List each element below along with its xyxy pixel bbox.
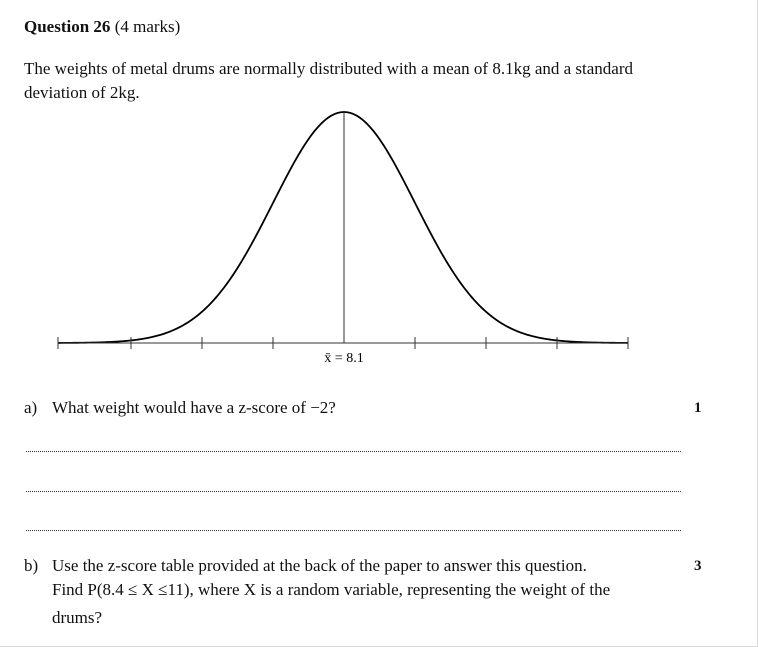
mean-label: x̄ = 8.1 [324,351,363,366]
normal-curve [57,111,629,344]
part-a-text: What weight would have a z-score of −2? [52,398,336,417]
part-b-marks: 3 [694,558,702,574]
part-a-marks: 1 [694,400,702,416]
part-b-line-3: drums? [52,608,103,627]
part-a: a) What weight would have a z-score of −2… [24,398,336,418]
question-heading: Question 26 [24,17,111,36]
axis-ticks [57,337,629,349]
part-a-label: a) [24,398,38,417]
question-stem: The weights of metal drums are normally … [24,57,714,105]
part-b-label: b) [24,556,39,575]
stem-line-2: deviation of 2kg. [24,83,140,102]
question-title: Question 26 (4 marks) [24,17,180,37]
normal-curve-graph: x̄ = 8.1 [57,111,629,366]
answer-line-1[interactable] [26,451,681,452]
answer-line-2[interactable] [26,491,681,492]
part-b-line-1: Use the z-score table provided at the ba… [52,556,587,575]
question-marks: (4 marks) [114,17,181,36]
answer-line-3[interactable] [26,530,681,531]
stem-line-1: The weights of metal drums are normally … [24,59,634,78]
part-b: b) Use the z-score table provided at the … [24,556,587,576]
part-b-line-2: Find P(8.4 ≤ X ≤11), where X is a random… [52,580,611,599]
